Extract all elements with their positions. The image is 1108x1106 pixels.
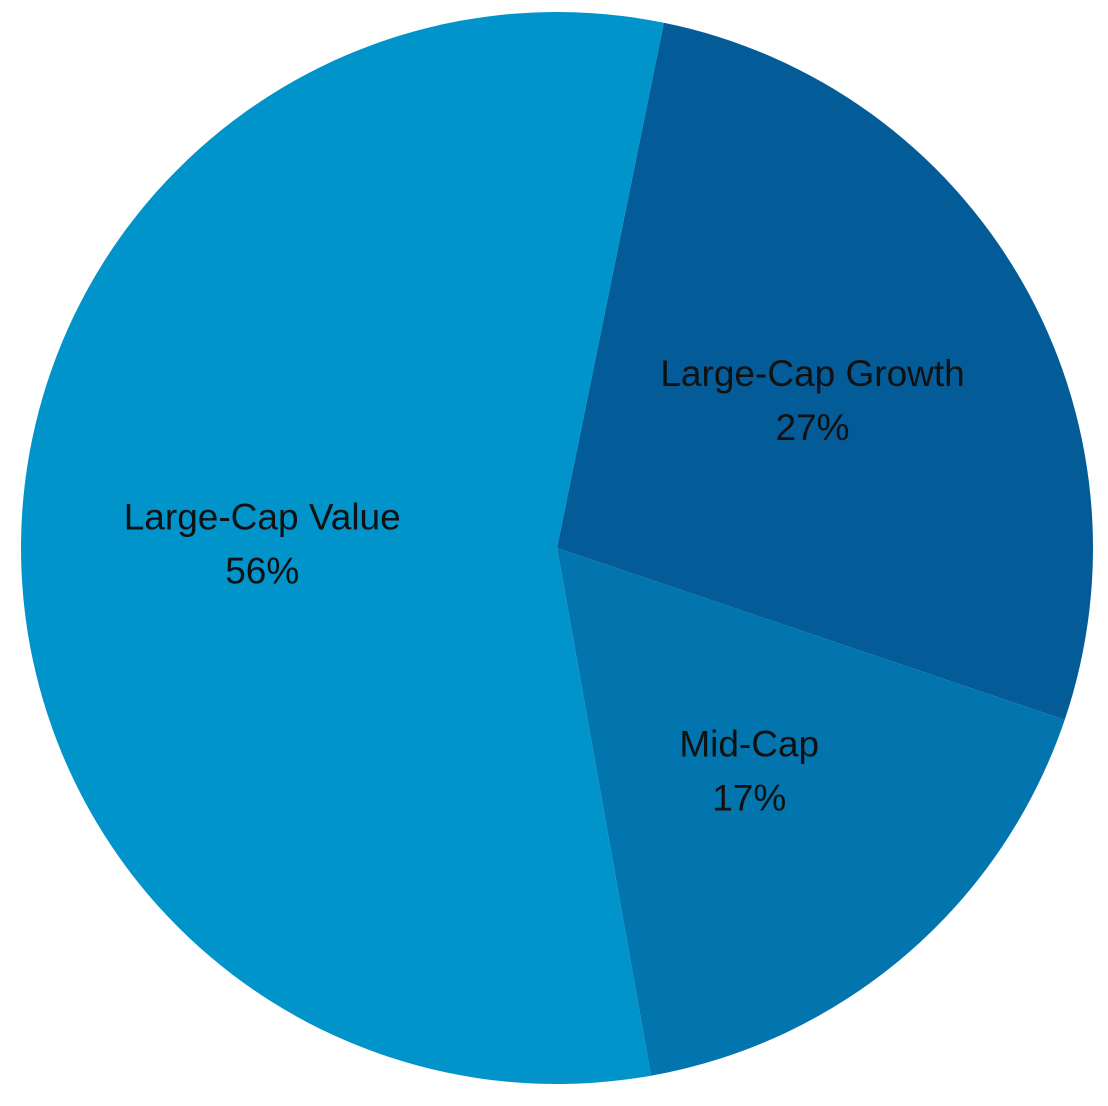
slice-label-mid-cap: Mid-Cap: [679, 723, 819, 764]
pie-slice-mid-cap: [557, 548, 1065, 1076]
slice-value-large-cap-value: 56%: [225, 550, 299, 591]
slice-value-mid-cap: 17%: [712, 777, 786, 818]
pie-slice-large-cap-growth: [557, 22, 1093, 720]
slice-label-large-cap-growth: Large-Cap Growth: [660, 353, 964, 394]
pie-slice-large-cap-value: [20, 11, 664, 1084]
slices-layer: [20, 11, 1093, 1084]
slice-value-large-cap-growth: 27%: [776, 407, 850, 448]
slice-label-large-cap-value: Large-Cap Value: [124, 496, 401, 537]
labels-layer: Large-Cap Growth 27% Mid-Cap 17% Large-Cap V…: [124, 353, 965, 818]
